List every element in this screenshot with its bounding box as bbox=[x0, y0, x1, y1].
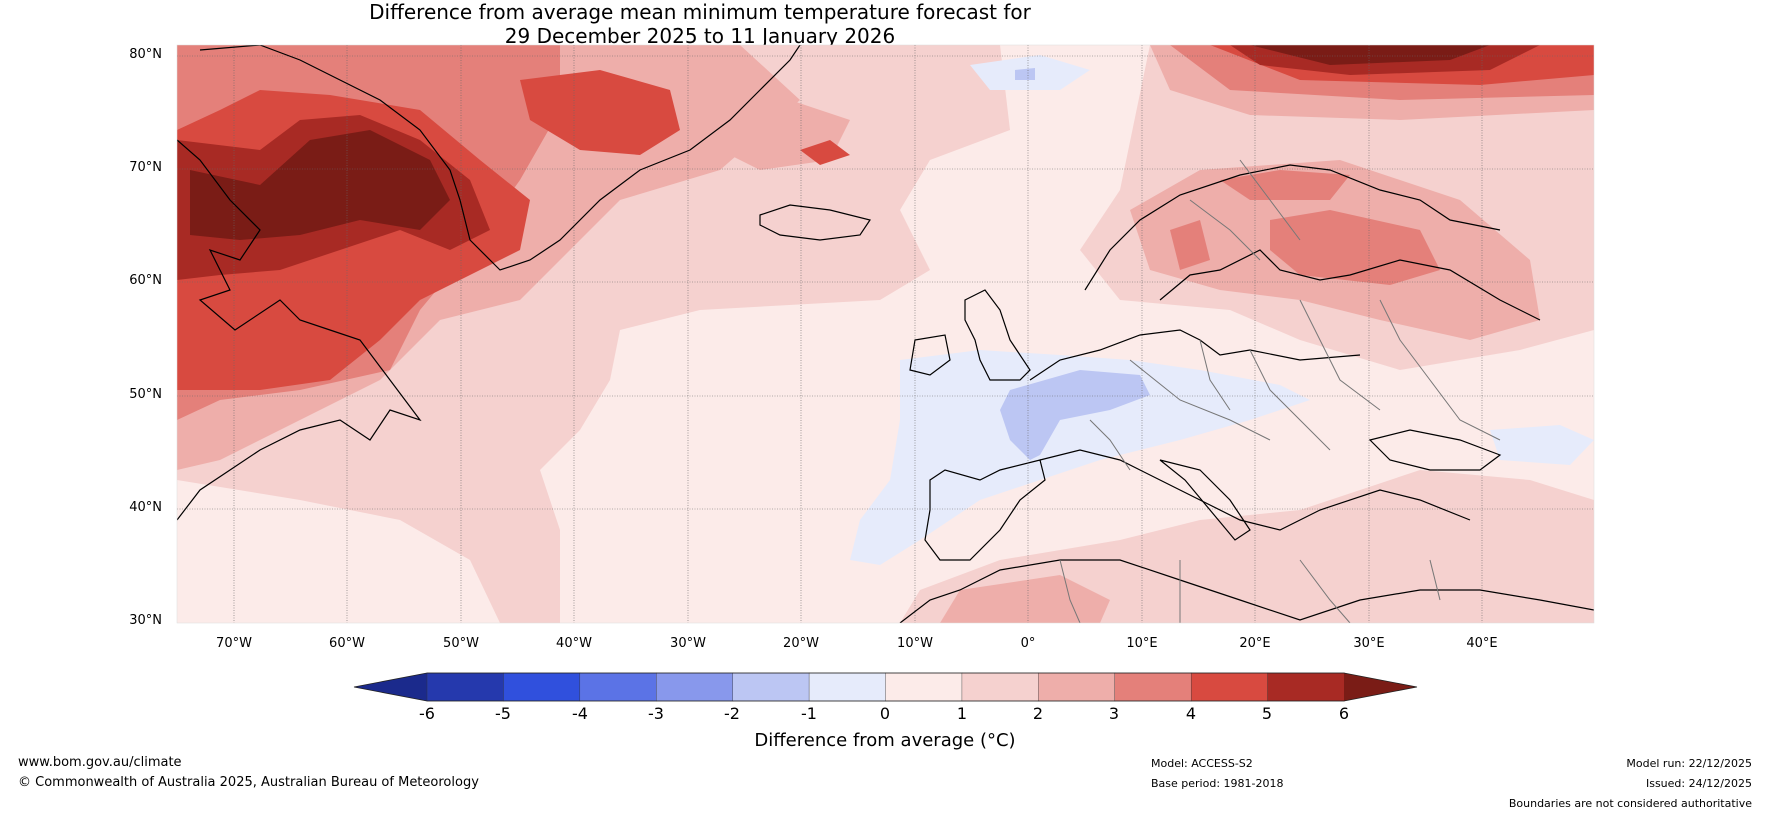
footer-model: Model: ACCESS-S2 bbox=[1151, 757, 1253, 770]
anomaly-zone-4-5-greenland-sea bbox=[800, 140, 850, 165]
colorbar-bin bbox=[503, 672, 581, 702]
colorbar-label: Difference from average (°C) bbox=[754, 730, 1016, 751]
graticule bbox=[177, 45, 1594, 623]
colorbar-tick: 0 bbox=[879, 704, 891, 723]
coastline-greenland bbox=[199, 45, 801, 271]
footer-copyright: © Commonwealth of Australia 2025, Austra… bbox=[18, 775, 479, 790]
lat-label-70n: 70°N bbox=[129, 160, 162, 175]
anomaly-zone-3-4-norway bbox=[1170, 220, 1210, 270]
footer-website-link[interactable]: www.bom.gov.au/climate bbox=[18, 755, 182, 770]
anomaly-zone-minus2-minus1-iceland-north bbox=[1015, 68, 1035, 80]
map-panel bbox=[177, 45, 1594, 623]
lon-label-30e: 30°E bbox=[1353, 636, 1385, 651]
anomaly-zone-minus1-0-europe bbox=[850, 350, 1310, 565]
lon-label-0: 0° bbox=[1020, 636, 1036, 651]
colorbar-bin bbox=[808, 672, 887, 702]
colorbar bbox=[353, 672, 1418, 702]
anomaly-zone-minus2-minus1-france bbox=[1000, 370, 1150, 460]
country-borders bbox=[1059, 159, 1501, 623]
colorbar-tick: 5 bbox=[1261, 704, 1273, 723]
colorbar-tick: -4 bbox=[572, 704, 588, 723]
coastline-italy bbox=[1159, 459, 1251, 541]
colorbar-tick: 2 bbox=[1032, 704, 1044, 723]
lat-label-50n: 50°N bbox=[129, 387, 162, 402]
colorbar-tick: 6 bbox=[1338, 704, 1350, 723]
colorbar-tick: -5 bbox=[495, 704, 511, 723]
colorbar-bin bbox=[885, 672, 963, 702]
coastlines bbox=[177, 45, 1594, 623]
anomaly-zone-minus1-0-east bbox=[1490, 425, 1594, 465]
colorbar-tick: 3 bbox=[1108, 704, 1120, 723]
coastline-iberia bbox=[924, 459, 1046, 561]
lat-label-60n: 60°N bbox=[129, 273, 162, 288]
anomaly-zone-3-4-finland bbox=[1270, 210, 1440, 285]
coastline-black-sea bbox=[1368, 429, 1502, 471]
colorbar-tick: -1 bbox=[801, 704, 817, 723]
colorbar-bin bbox=[1267, 672, 1345, 702]
title-line-2: 29 December 2025 to 11 January 2026 bbox=[504, 24, 896, 48]
lat-label-40n: 40°N bbox=[129, 500, 162, 515]
coastline-norway bbox=[1084, 164, 1501, 291]
lon-label-40w: 40°W bbox=[556, 636, 592, 651]
colorbar-tick: 1 bbox=[956, 704, 968, 723]
anomaly-zone-4-5-denmark-strait bbox=[520, 70, 680, 155]
lat-label-30n: 30°N bbox=[129, 613, 162, 628]
anomaly-zone-above-6-baffin bbox=[190, 130, 450, 240]
lon-label-10w: 10°W bbox=[897, 636, 933, 651]
coastline-britain bbox=[964, 289, 1031, 381]
title-line-1: Difference from average mean minimum tem… bbox=[369, 0, 1031, 24]
footer-disclaimer: Boundaries are not considered authoritat… bbox=[1508, 797, 1752, 810]
colorbar-bin bbox=[656, 672, 734, 702]
colorbar-bin bbox=[732, 672, 810, 702]
lon-label-70w: 70°W bbox=[216, 636, 252, 651]
coastline-iceland bbox=[759, 204, 871, 241]
colorbar-bin bbox=[579, 672, 657, 702]
colorbar-extend-above bbox=[1344, 673, 1417, 701]
anomaly-zone-2-3-north-africa bbox=[940, 575, 1110, 623]
lon-label-40e: 40°E bbox=[1466, 636, 1498, 651]
lon-label-20w: 20°W bbox=[783, 636, 819, 651]
coastline-ireland bbox=[909, 334, 951, 376]
footer-base-period: Base period: 1981-2018 bbox=[1151, 777, 1284, 790]
chart-title: Difference from average mean minimum tem… bbox=[0, 0, 1400, 48]
colorbar-extend-below bbox=[354, 673, 427, 701]
colorbar-tick: -6 bbox=[419, 704, 435, 723]
lon-label-30w: 30°W bbox=[670, 636, 706, 651]
lon-label-10e: 10°E bbox=[1126, 636, 1158, 651]
colorbar-bin bbox=[1114, 672, 1192, 702]
colorbar-tick: -2 bbox=[724, 704, 740, 723]
lon-label-20e: 20°E bbox=[1239, 636, 1271, 651]
colorbar-bin bbox=[961, 672, 1040, 702]
footer-model-run: Model run: 22/12/2025 bbox=[1626, 757, 1752, 770]
footer-issued: Issued: 24/12/2025 bbox=[1645, 777, 1752, 790]
lat-label-80n: 80°N bbox=[129, 47, 162, 62]
coastline-canada bbox=[177, 139, 422, 521]
colorbar-outline bbox=[353, 672, 1418, 702]
anomaly-zone-above-6-barents bbox=[1250, 45, 1490, 65]
colorbar-bin bbox=[1190, 672, 1269, 702]
colorbar-bin bbox=[426, 672, 505, 702]
coastline-north-africa bbox=[899, 559, 1594, 623]
colorbar-tick: 4 bbox=[1185, 704, 1197, 723]
colorbar-tick: -3 bbox=[648, 704, 664, 723]
colorbar-bin bbox=[1038, 672, 1116, 702]
coastline-mediterranean bbox=[1039, 449, 1471, 531]
lon-label-50w: 50°W bbox=[443, 636, 479, 651]
coastline-sweden-finland bbox=[1159, 249, 1541, 321]
lon-label-60w: 60°W bbox=[329, 636, 365, 651]
coastline-europe-west bbox=[1029, 329, 1361, 381]
